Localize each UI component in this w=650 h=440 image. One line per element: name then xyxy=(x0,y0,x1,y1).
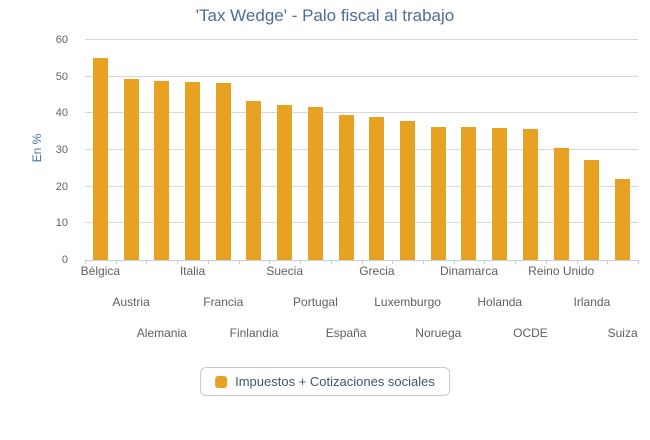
x-axis-tick xyxy=(238,260,240,264)
bar[interactable] xyxy=(369,117,385,260)
x-axis-tick-label: Bélgica xyxy=(80,264,121,278)
bar-slot xyxy=(484,40,515,260)
x-axis-tick xyxy=(607,260,609,264)
gridline xyxy=(85,112,638,114)
x-axis-tick-label: Irlanda xyxy=(573,295,611,309)
x-axis-tick xyxy=(484,260,486,264)
x-axis-tick xyxy=(330,260,332,264)
x-axis-tick-label: Austria xyxy=(112,295,150,309)
x-axis-tick xyxy=(453,260,455,264)
bar-slot xyxy=(361,40,392,260)
x-axis-tick xyxy=(638,260,639,264)
y-axis-tick-label: 40 xyxy=(55,107,68,120)
bar-slot xyxy=(239,40,270,260)
bar[interactable] xyxy=(461,127,477,260)
x-axis-tick xyxy=(177,260,179,264)
bar[interactable] xyxy=(215,83,231,260)
x-axis-tick xyxy=(207,260,209,264)
gridline xyxy=(85,185,638,187)
bar-slot xyxy=(546,40,577,260)
x-axis-tick-label: Noruega xyxy=(415,326,462,340)
bar[interactable] xyxy=(92,58,108,260)
bar-slot xyxy=(269,40,300,260)
y-axis-tick-label: 10 xyxy=(55,217,68,230)
bar[interactable] xyxy=(338,115,354,260)
x-axis-tick-label: Reino Unido xyxy=(528,264,595,278)
bar[interactable] xyxy=(584,159,600,260)
x-axis-tick-label: Dinamarca xyxy=(440,264,499,278)
x-axis: Bélgica Austria Alemania Italia Francia Finla… xyxy=(81,264,638,364)
bar[interactable] xyxy=(246,100,262,260)
x-axis-tick xyxy=(115,260,117,264)
x-axis-tick xyxy=(269,260,271,264)
bar[interactable] xyxy=(553,147,569,260)
bar-slot xyxy=(577,40,608,260)
bar-slot xyxy=(177,40,208,260)
bar-slot xyxy=(423,40,454,260)
y-axis-tick-label: 20 xyxy=(55,180,68,193)
bar-slot xyxy=(515,40,546,260)
bar-slot xyxy=(607,40,638,260)
x-axis-tick-label: Finlandia xyxy=(229,326,279,340)
chart-title: 'Tax Wedge' - Palo fiscal al trabajo xyxy=(195,6,455,25)
x-axis-tick-label: Suecia xyxy=(266,264,304,278)
gridline xyxy=(85,75,638,77)
legend[interactable]: Impuestos + Cotizaciones sociales xyxy=(200,367,450,396)
x-axis-tick-label: Luxemburgo xyxy=(374,295,441,309)
plot-area xyxy=(85,39,639,264)
bar[interactable] xyxy=(430,126,446,260)
bar-slot xyxy=(208,40,239,260)
bar-slot xyxy=(454,40,485,260)
x-axis-tick-label: Alemania xyxy=(136,326,187,340)
bar[interactable] xyxy=(185,81,201,260)
bar-slot xyxy=(116,40,147,260)
x-axis-tick-label: Grecia xyxy=(359,264,395,278)
y-axis-tick-label: 50 xyxy=(55,70,68,83)
x-axis-tick xyxy=(422,260,424,264)
bar-series xyxy=(85,40,638,260)
x-axis-tick-label: Suiza xyxy=(607,326,638,340)
bar-slot xyxy=(146,40,177,260)
bar[interactable] xyxy=(154,80,170,260)
x-axis-tick xyxy=(85,260,86,264)
legend-swatch-icon xyxy=(215,375,228,388)
bar[interactable] xyxy=(522,129,538,260)
x-axis-tick xyxy=(146,260,148,264)
gridline xyxy=(85,149,638,150)
y-axis-tick-label: 30 xyxy=(55,144,68,156)
x-axis-tick-label: Francia xyxy=(203,295,244,309)
x-axis-tick-label: OCDE xyxy=(513,326,548,340)
x-axis-tick-label: Holanda xyxy=(477,295,523,309)
y-axis: 0 10 20 30 40 50 60 xyxy=(0,34,68,266)
x-axis-tick-label: España xyxy=(325,326,367,340)
bar-slot xyxy=(331,40,362,260)
bar[interactable] xyxy=(123,79,139,260)
x-axis-tick xyxy=(392,260,394,264)
bar[interactable] xyxy=(615,178,631,260)
bar-slot xyxy=(392,40,423,260)
bar-slot xyxy=(300,40,331,260)
bar[interactable] xyxy=(277,104,293,260)
x-axis-tick-label: Italia xyxy=(179,264,206,278)
y-axis-tick-label: 60 xyxy=(55,34,68,46)
x-axis-tick xyxy=(300,260,302,264)
x-axis-tick xyxy=(576,260,578,264)
x-axis-tick xyxy=(515,260,517,264)
legend-label: Impuestos + Cotizaciones sociales xyxy=(235,374,435,389)
bar[interactable] xyxy=(307,107,323,260)
y-axis-tick-label: 0 xyxy=(61,254,68,266)
bar-slot xyxy=(85,40,116,260)
x-axis-tick-label: Portugal xyxy=(293,295,338,309)
gridline xyxy=(85,222,638,224)
x-axis-tick xyxy=(545,260,547,264)
x-axis-tick xyxy=(361,260,363,264)
bar[interactable] xyxy=(400,120,416,260)
bar[interactable] xyxy=(492,127,508,260)
gridline xyxy=(85,39,638,40)
